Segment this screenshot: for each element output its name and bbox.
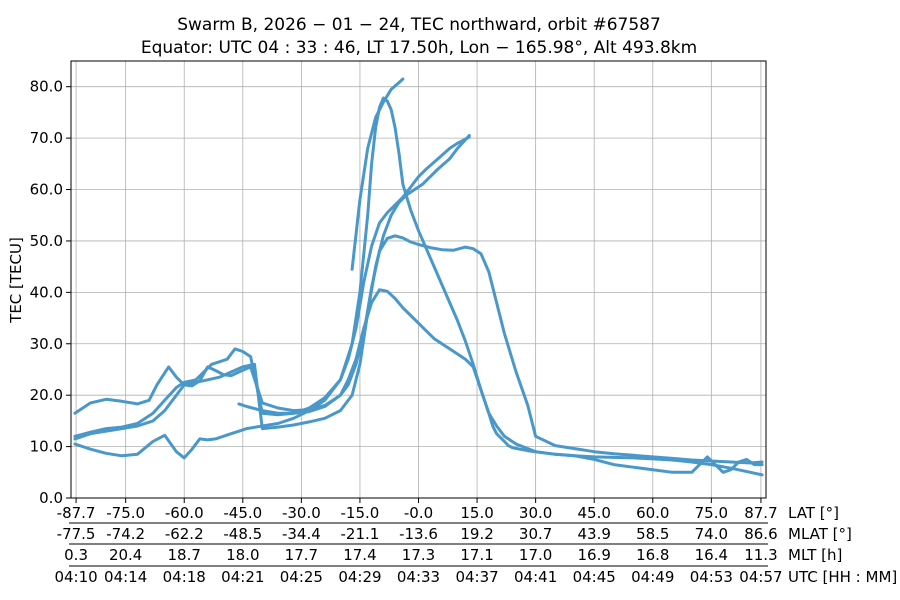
y-tick-label: 20.0 [30, 386, 63, 404]
x-tick-label: -45.0 [223, 504, 262, 522]
x-tick-label: 0.3 [64, 546, 88, 564]
x-tick-label: 04:21 [221, 568, 264, 586]
chart-title-line1: Swarm B, 2026 − 01 − 24, TEC northward, … [177, 15, 661, 35]
x-tick-label: 11.3 [744, 546, 777, 564]
x-tick-label: -15.0 [341, 504, 380, 522]
x-tick-label: 45.0 [577, 504, 610, 522]
x-tick-label: -62.2 [165, 525, 204, 543]
x-axis-row-label: UTC [HH : MM] [788, 568, 897, 586]
x-tick-label: 04:53 [690, 568, 733, 586]
x-tick-label: -75.0 [106, 504, 145, 522]
x-tick-label: -74.2 [106, 525, 145, 543]
x-tick-label: -21.1 [341, 525, 380, 543]
x-tick-label: 18.7 [168, 546, 201, 564]
x-tick-label: 04:49 [631, 568, 674, 586]
x-tick-label: 20.4 [109, 546, 142, 564]
x-tick-label: 17.1 [460, 546, 493, 564]
x-tick-label: 87.7 [744, 504, 777, 522]
y-tick-label: 50.0 [30, 232, 63, 250]
x-tick-label: 15.0 [460, 504, 493, 522]
y-axis: 0.0 10.0 20.0 30.0 40.0 50.0 60.0 70.0 80.0 [30, 78, 71, 507]
y-tick-label: 30.0 [30, 335, 63, 353]
y-tick-label: 10.0 [30, 438, 63, 456]
x-tick-label: 04:33 [397, 568, 440, 586]
x-axis-row-label: MLAT [°] [788, 525, 852, 543]
x-tick-label: 86.6 [744, 525, 777, 543]
x-tick-label: 04:29 [338, 568, 381, 586]
y-tick-label: 80.0 [30, 78, 63, 96]
x-tick-label: 04:10 [54, 568, 97, 586]
x-tick-label: 04:57 [739, 568, 782, 586]
y-axis-label: TEC [TECU] [7, 237, 25, 324]
x-tick-label: 30.0 [519, 504, 552, 522]
x-tick-label: 74.0 [695, 525, 728, 543]
x-tick-label: 30.7 [519, 525, 552, 543]
x-tick-label: 17.7 [285, 546, 318, 564]
x-tick-label: -0.0 [404, 504, 433, 522]
x-tick-label: 04:18 [163, 568, 206, 586]
chart-title-line2: Equator: UTC 04 : 33 : 46, LT 17.50h, Lo… [141, 38, 697, 58]
grid-lines [71, 61, 766, 499]
x-tick-label: -13.6 [399, 525, 438, 543]
data-series [73, 77, 764, 477]
x-tick-label: -87.7 [57, 504, 96, 522]
x-tick-label: 04:14 [104, 568, 147, 586]
series-line-arc-6 [237, 288, 764, 474]
x-tick-label: -48.5 [223, 525, 262, 543]
y-tick-label: 70.0 [30, 129, 63, 147]
x-tick-label: 17.4 [343, 546, 376, 564]
y-tick-label: 0.0 [39, 489, 63, 507]
x-tick-label: 58.5 [636, 525, 669, 543]
x-axis-row-label: MLT [h] [788, 546, 842, 564]
x-tick-label: 17.0 [519, 546, 552, 564]
x-tick-label: 04:25 [280, 568, 323, 586]
x-tick-label: 04:45 [573, 568, 616, 586]
x-axis-row-label: LAT [°] [788, 504, 839, 522]
x-tick-label: 16.9 [577, 546, 610, 564]
x-tick-label: 18.0 [226, 546, 259, 564]
x-tick-label: 43.9 [577, 525, 610, 543]
x-axis: -87.7 -75.0 -60.0 -45.0 -30.0 -15.0 -0.0 15.0 30… [54, 498, 897, 586]
series-line-arc-4 [73, 135, 471, 438]
x-tick-label: 16.4 [695, 546, 728, 564]
x-tick-label: -30.0 [282, 504, 321, 522]
x-tick-label: 60.0 [636, 504, 669, 522]
x-tick-label: 19.2 [460, 525, 493, 543]
y-tick-label: 60.0 [30, 181, 63, 199]
series-line-arc-5 [73, 134, 471, 441]
x-tick-label: 04:37 [455, 568, 498, 586]
x-tick-label: 75.0 [695, 504, 728, 522]
x-tick-label: 04:41 [514, 568, 557, 586]
x-tick-label: 16.8 [636, 546, 669, 564]
x-tick-label: -77.5 [57, 525, 96, 543]
y-tick-label: 40.0 [30, 283, 63, 301]
x-tick-label: -34.4 [282, 525, 321, 543]
x-tick-label: -60.0 [165, 504, 204, 522]
x-tick-label: 17.3 [402, 546, 435, 564]
